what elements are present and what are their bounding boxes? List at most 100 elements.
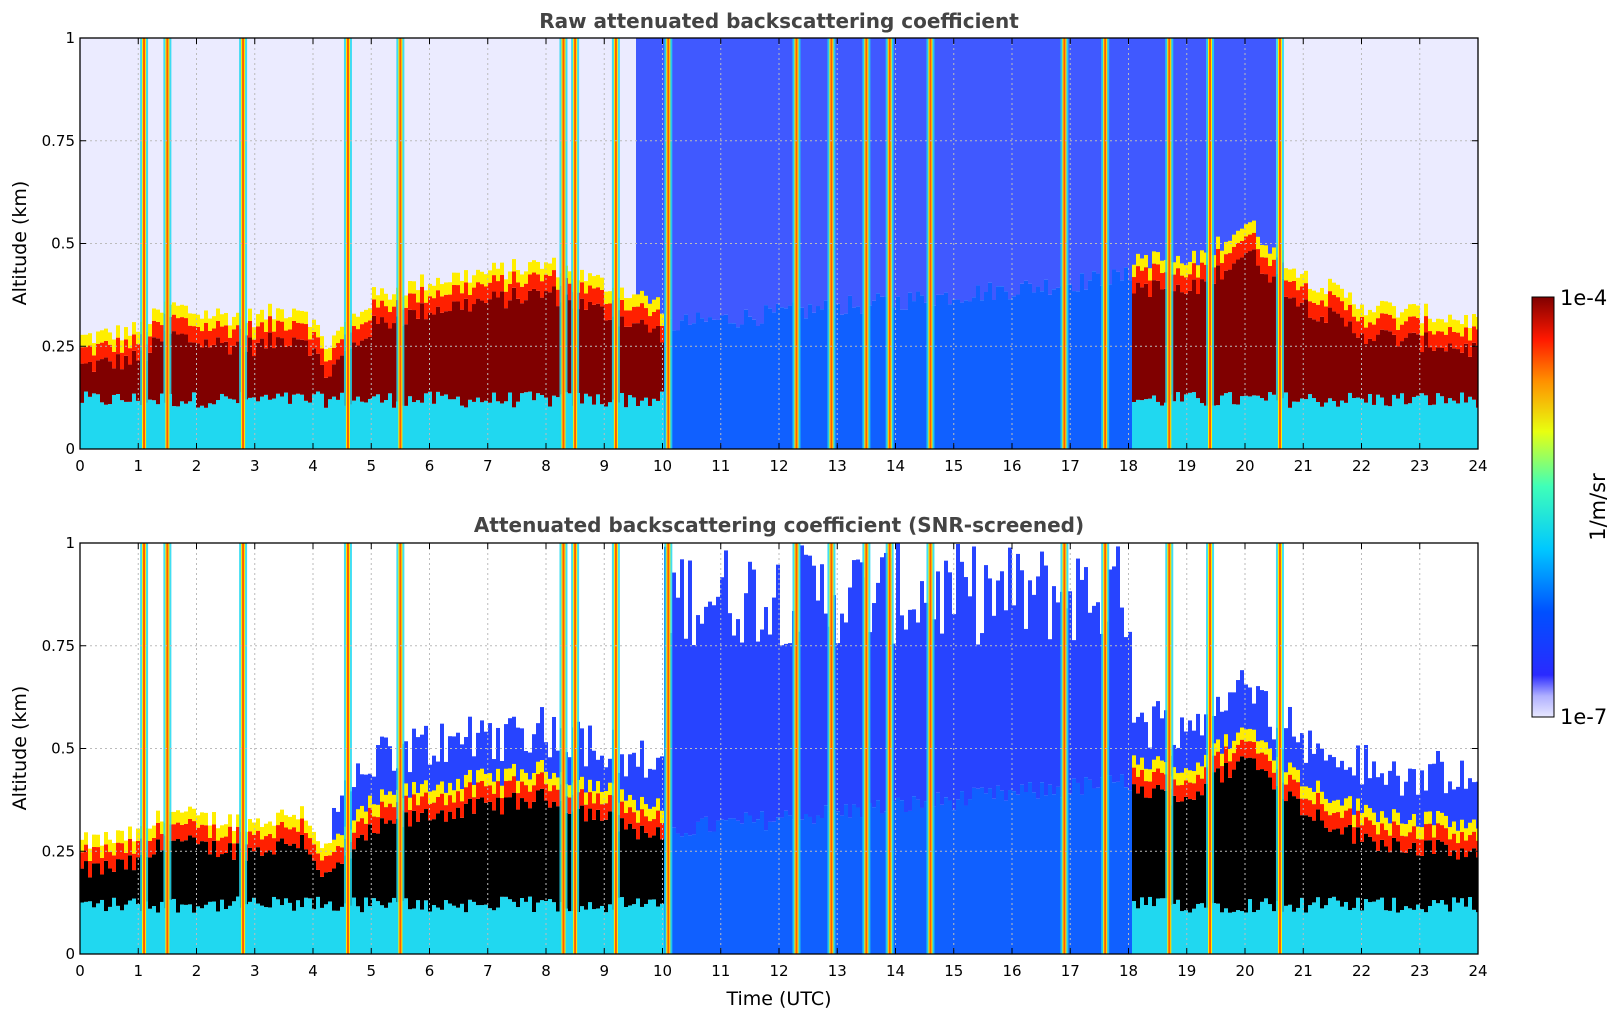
raw-surface-cell — [324, 407, 328, 449]
screened-aerosol-core — [628, 823, 632, 906]
raw-upper-cell — [1416, 38, 1420, 327]
screened-surface-cell — [852, 804, 856, 954]
raw-surface-cell — [1356, 397, 1360, 449]
raw-surface-cell — [96, 394, 100, 449]
raw-aerosol-edge — [1332, 294, 1336, 312]
raw-surface-cell — [816, 306, 820, 449]
raw-surface-cell — [1312, 398, 1316, 449]
screened-surface-cell — [1096, 787, 1100, 954]
screened-upper-cell — [1012, 605, 1016, 792]
raw-aerosol-fringe — [636, 294, 640, 307]
screened-upper-cell — [836, 643, 840, 812]
screened-upper-cell — [404, 741, 408, 804]
raw-aerosol-edge — [216, 320, 220, 338]
screened-upper-cell — [1284, 728, 1288, 793]
raw-aerosol-fringe — [136, 331, 140, 345]
raw-aerosol-fringe — [372, 287, 376, 300]
screened-aerosol-core — [600, 820, 604, 906]
raw-aerosol-core — [1420, 352, 1424, 394]
raw-surface-cell — [252, 397, 256, 449]
screened-aerosol-fringe — [1204, 754, 1208, 768]
screened-surface-cell — [708, 831, 712, 954]
screened-surface-cell — [640, 906, 644, 954]
raw-aerosol-edge — [356, 329, 360, 346]
raw-aerosol-edge — [492, 275, 496, 292]
raw-surface-cell — [356, 396, 360, 449]
raw-aerosol-fringe — [172, 302, 176, 315]
raw-upper-cell — [548, 38, 552, 285]
raw-aerosol-edge — [324, 361, 328, 378]
screened-aerosol-edge — [1404, 836, 1408, 853]
raw-surface-cell — [132, 393, 136, 449]
raw-surface-cell — [376, 394, 380, 449]
raw-surface-cell — [1072, 291, 1076, 449]
screened-aerosol-edge — [640, 809, 644, 826]
raw-aerosol-core — [1412, 332, 1416, 397]
raw-upper-cell — [672, 38, 676, 331]
screened-upper-cell — [1184, 731, 1188, 789]
screened-surface-cell — [1112, 782, 1116, 954]
screened-upper-cell — [880, 557, 884, 814]
screened-aerosol-fringe — [292, 814, 296, 828]
raw-aerosol-fringe — [1328, 278, 1332, 292]
raw-aerosol-fringe — [1416, 305, 1420, 318]
raw-surface-cell — [464, 407, 468, 449]
screened-surface-cell — [1220, 912, 1224, 954]
screened-upper-cell — [1252, 703, 1256, 751]
raw-aerosol-fringe — [556, 277, 560, 290]
raw-upper-cell — [848, 38, 852, 296]
raw-upper-cell — [452, 38, 456, 294]
screened-surface-cell — [592, 909, 596, 954]
raw-surface-cell — [1028, 283, 1032, 449]
screened-cloud-column-center — [667, 543, 670, 954]
raw-aerosol-edge — [1372, 324, 1376, 342]
screened-aerosol-edge — [228, 826, 232, 844]
raw-upper-cell — [1352, 38, 1356, 325]
raw-surface-cell — [380, 402, 384, 449]
screened-aerosol-core — [656, 827, 660, 907]
raw-surface-cell — [1368, 393, 1372, 449]
raw-upper-cell — [488, 38, 492, 291]
screened-aerosol-fringe — [1316, 780, 1320, 793]
screened-aerosol-fringe — [268, 821, 272, 834]
raw-aerosol-core — [588, 301, 592, 397]
screened-aerosol-core — [100, 874, 104, 900]
screened-aerosol-fringe — [472, 784, 476, 798]
screened-aerosol-fringe — [100, 845, 104, 859]
raw-aerosol-fringe — [1440, 319, 1444, 332]
screened-aerosol-edge — [152, 837, 156, 855]
raw-aerosol-edge — [1364, 327, 1368, 345]
raw-upper-cell — [1188, 38, 1192, 283]
raw-aerosol-fringe — [368, 308, 372, 321]
screened-surface-cell — [1192, 908, 1196, 954]
screened-upper-cell — [876, 582, 880, 801]
screened-aerosol-fringe — [288, 816, 292, 830]
screened-surface-cell — [252, 897, 256, 954]
raw-upper-cell — [728, 38, 732, 324]
raw-surface-cell — [1216, 405, 1220, 449]
screened-aerosol-fringe — [1320, 791, 1324, 805]
raw-upper-cell — [1340, 38, 1344, 310]
screened-aerosol-core — [1388, 852, 1392, 911]
screened-surface-cell — [476, 905, 480, 954]
screened-upper-cell — [440, 723, 444, 802]
screened-surface-cell — [856, 807, 860, 954]
raw-aerosol-edge — [1376, 318, 1380, 335]
raw-upper-cell — [284, 38, 288, 339]
screened-upper-cell — [968, 596, 972, 800]
screened-aerosol-fringe — [332, 839, 336, 853]
screened-upper-cell — [1476, 781, 1478, 850]
screened-aerosol-core — [452, 818, 456, 906]
raw-surface-cell — [984, 292, 988, 449]
screened-upper-cell — [1020, 570, 1024, 785]
raw-upper-cell — [1408, 38, 1412, 325]
screened-upper-cell — [904, 629, 908, 812]
screened-aerosol-edge — [1432, 837, 1436, 854]
screened-aerosol-core — [220, 854, 224, 900]
raw-aerosol-core — [1156, 280, 1160, 402]
raw-upper-cell — [1084, 38, 1088, 290]
screened-upper-cell — [1264, 691, 1268, 763]
raw-aerosol-fringe — [336, 330, 340, 344]
raw-aerosol-core — [1244, 252, 1248, 396]
screened-aerosol-core — [444, 821, 448, 901]
